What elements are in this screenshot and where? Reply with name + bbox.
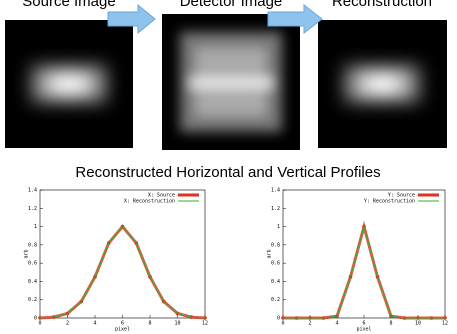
x-tick-label: 0	[38, 321, 41, 327]
series-line	[283, 227, 445, 318]
y-tick-label: 0.8	[28, 242, 37, 248]
x-tick-label: 0	[281, 321, 284, 327]
source-blob	[32, 66, 106, 102]
y-tick-label: 1	[34, 224, 37, 230]
x-tick-label: 8	[148, 321, 151, 327]
legend-label: Y: Reconstruction	[364, 199, 415, 205]
y-tick-label: 0	[277, 316, 280, 322]
x-tick-label: 2	[308, 321, 311, 327]
figure: Source Image Detector Image Reconstructi…	[0, 0, 457, 334]
y-tick-label: 0.2	[271, 297, 280, 303]
x-tick-label: 2	[66, 321, 69, 327]
y-tick-label: 0.6	[28, 261, 37, 267]
reconstruction-blob	[345, 66, 419, 102]
y-tick-label: 1	[277, 224, 280, 230]
y-tick-label: 1.2	[271, 206, 280, 212]
image-label: Source Image	[22, 0, 115, 10]
plot-area	[40, 190, 205, 318]
legend-label: X: Reconstruction	[124, 199, 175, 205]
x-tick-label: 4	[93, 321, 96, 327]
y-tick-label: 0.6	[271, 261, 280, 267]
x-tick-label: 8	[389, 321, 392, 327]
x-axis-label: pixel	[115, 327, 130, 333]
detector-blob	[180, 32, 282, 132]
x-tick-label: 10	[174, 321, 180, 327]
series-line	[283, 227, 445, 318]
x-tick-label: 12	[442, 321, 448, 327]
image-label: Detector Image	[180, 0, 283, 10]
y-axis-label: arb	[267, 249, 273, 258]
series-line	[40, 227, 205, 318]
y-tick-label: 1.4	[28, 188, 37, 194]
y-tick-label: 0.2	[28, 297, 37, 303]
y-axis-label: arb	[24, 249, 30, 258]
section-title: Reconstructed Horizontal and Vertical Pr…	[75, 164, 380, 181]
x-tick-label: 12	[202, 321, 208, 327]
y-tick-label: 0.4	[28, 279, 37, 285]
x-tick-label: 10	[415, 321, 421, 327]
y-tick-label: 1.4	[271, 188, 280, 194]
series-line	[40, 227, 205, 318]
image-label: Reconstruction	[332, 0, 432, 10]
y-tick-label: 0.4	[271, 279, 280, 285]
plot-area	[283, 190, 445, 318]
x-axis-label: pixel	[356, 327, 371, 333]
y-tick-label: 0.8	[271, 242, 280, 248]
y-tick-label: 0	[34, 316, 37, 322]
x-tick-label: 4	[335, 321, 338, 327]
y-tick-label: 1.2	[28, 206, 37, 212]
